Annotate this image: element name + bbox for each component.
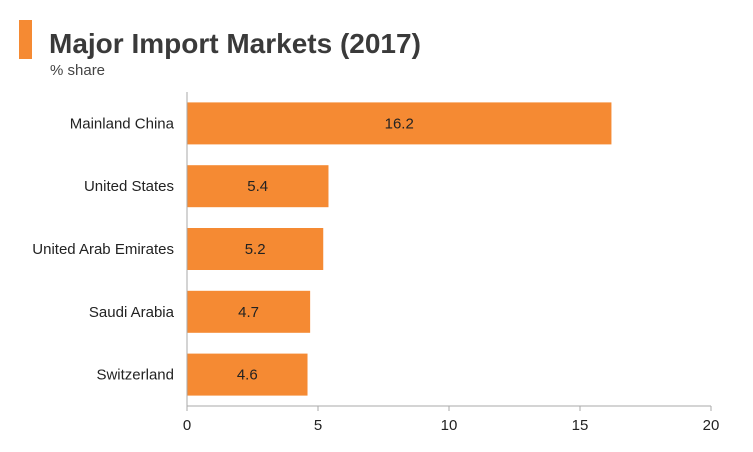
title-accent-bar [19,20,32,59]
chart-subtitle: % share [50,62,106,79]
bar-value-label: 4.7 [238,304,259,321]
bar-value-label: 16.2 [385,115,414,132]
category-label: United States [84,178,174,195]
category-label: Switzerland [96,367,174,384]
bar-value-label: 4.6 [237,367,258,384]
bar [187,353,308,396]
bar-value-label: 5.2 [245,241,266,258]
x-tick-label: 15 [572,417,589,434]
value-labels-group: 16.2 5.4 5.2 4.7 4.6 [237,115,414,383]
x-tick-label: 0 [183,417,191,434]
x-tick-label: 20 [703,417,720,434]
category-label: Saudi Arabia [89,304,175,321]
x-axis: 0 5 10 15 20 [183,92,720,434]
category-labels-group: Mainland China United States United Arab E… [32,115,174,383]
category-label: Mainland China [70,115,175,132]
bar [187,165,329,208]
bar [187,290,311,333]
x-tick-label: 5 [314,417,322,434]
bar-value-label: 5.4 [247,178,268,195]
chart-title: Major Import Markets (2017) [49,28,421,59]
bar [187,228,324,270]
category-label: United Arab Emirates [32,241,174,258]
bar [187,102,612,145]
bars-group [187,102,612,396]
x-tick-label: 10 [441,417,458,434]
